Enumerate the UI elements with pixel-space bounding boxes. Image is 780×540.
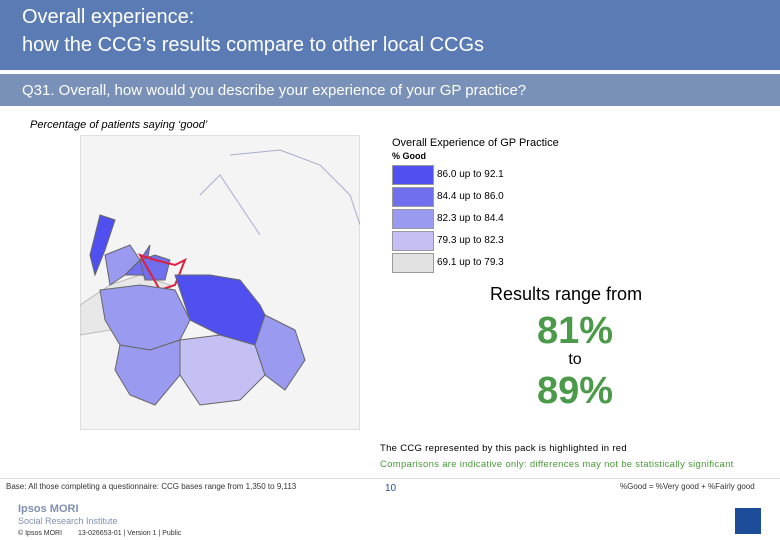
legend-label: 69.1 up to 79.3 [437, 257, 504, 268]
region [89, 214, 116, 277]
footer-rule [0, 478, 780, 479]
results-low: 81% [536, 310, 614, 352]
legend-label: 82.3 up to 84.4 [437, 213, 504, 224]
page-number: 10 [385, 483, 397, 494]
title-line: how the CCG’s results compare to other l… [22, 34, 485, 56]
results-intro: Results range from [490, 284, 643, 304]
legend-label: 79.3 up to 82.3 [437, 235, 504, 246]
note: The CCG represented by this pack is high… [380, 443, 627, 454]
legend-label: 84.4 up to 86.0 [437, 191, 504, 202]
region [114, 339, 181, 406]
legend-title: Overall Experience of GP Practice [392, 137, 559, 149]
reference: 13-026653-01 | Version 1 | Public [78, 530, 182, 537]
legend-subtitle: % Good [392, 151, 426, 161]
region [179, 334, 266, 406]
question-band [0, 74, 780, 106]
boundary [199, 149, 360, 236]
region [254, 314, 306, 391]
legend-swatch [392, 165, 434, 185]
results-connector: to [568, 351, 582, 368]
legend-swatch [392, 231, 434, 251]
map [80, 135, 360, 430]
header-band [0, 0, 780, 70]
results-high: 89% [536, 370, 614, 412]
note: Comparisons are indicative only: differe… [380, 459, 734, 470]
legend-swatch [392, 253, 434, 273]
question: Q31. Overall, how would you describe you… [22, 82, 527, 99]
legend-label: 86.0 up to 92.1 [437, 169, 504, 180]
footer-base: Base: All those completing a questionnai… [6, 482, 297, 491]
footer-definition: %Good = %Very good + %Fairly good [620, 482, 755, 491]
copyright: © Ipsos MORI [18, 530, 63, 537]
legend-swatch [392, 187, 434, 207]
brand: Ipsos MORI [18, 503, 79, 515]
division: Social Research Institute [18, 516, 118, 526]
subtitle: Percentage of patients saying ‘good’ [30, 119, 208, 131]
logo [735, 508, 761, 534]
title-line: Overall experience: [22, 6, 195, 28]
legend-swatch [392, 209, 434, 229]
